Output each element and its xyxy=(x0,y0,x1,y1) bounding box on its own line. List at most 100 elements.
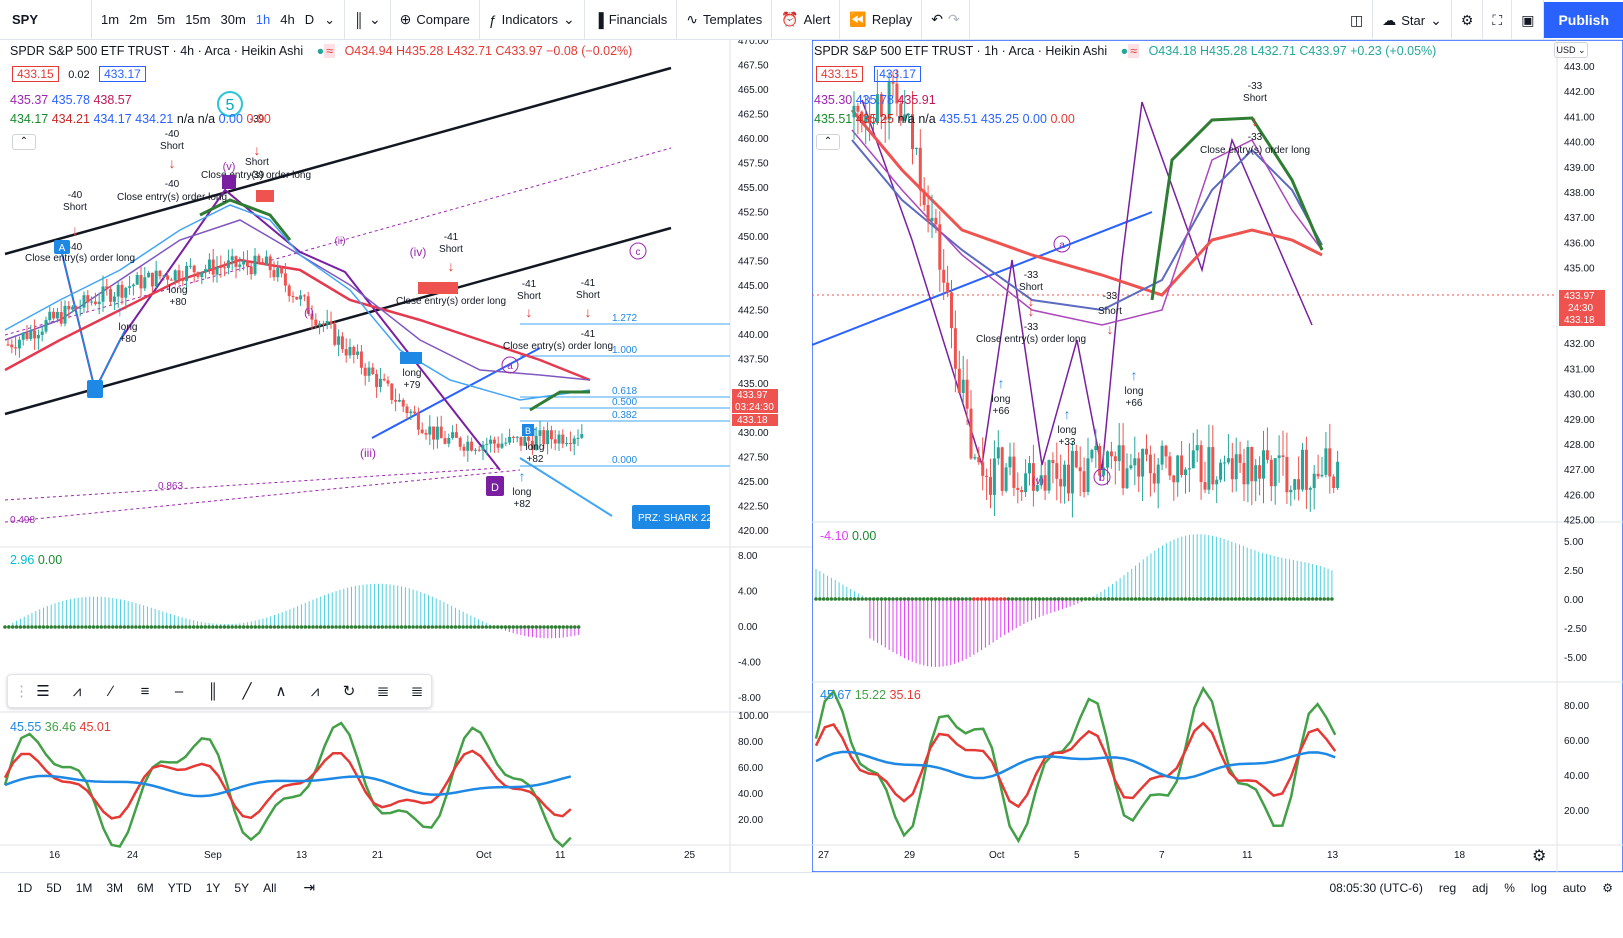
undo-icon[interactable]: ↶ xyxy=(931,11,944,27)
layout-button[interactable]: ◫ xyxy=(1341,0,1374,40)
annotation-label: +66 xyxy=(993,406,1010,417)
ask-box[interactable]: 433.17 xyxy=(99,66,146,82)
interval-D[interactable]: D xyxy=(304,12,315,27)
zero-dot xyxy=(137,625,142,629)
ask-box[interactable]: 433.17 xyxy=(874,66,921,82)
candle-body xyxy=(428,426,432,435)
candle-body xyxy=(36,334,40,339)
currency-select[interactable]: USD ⌄ xyxy=(1554,42,1588,58)
interval-4h[interactable]: 4h xyxy=(280,12,295,27)
wave-circle xyxy=(217,91,243,117)
settings-icon[interactable]: ⚙ xyxy=(1602,880,1613,895)
symbol-search[interactable]: SPY xyxy=(0,0,92,39)
zero-dot xyxy=(318,625,323,629)
star-button[interactable]: ☁ Star ⌄ xyxy=(1373,0,1452,40)
bid-box[interactable]: 433.15 xyxy=(12,66,59,82)
replay-button[interactable]: ⏪ Replay xyxy=(840,0,923,39)
prz-box xyxy=(632,505,710,529)
candle-body xyxy=(950,292,953,329)
horizontal-ray-icon[interactable]: ‒ xyxy=(174,682,184,700)
session-toggle[interactable]: reg xyxy=(1438,880,1457,895)
interval-1h[interactable]: 1h xyxy=(255,12,271,27)
horizontal-lines-icon[interactable]: ☰ xyxy=(36,683,50,700)
candle-body xyxy=(553,439,557,444)
spiral-icon[interactable]: ↻ xyxy=(342,683,356,700)
right-chart-canvas[interactable]: 443.00 442.00 441.00 440.00 439.00 438.00 437.… xyxy=(812,40,1623,872)
zero-dot xyxy=(60,625,65,629)
left-chart-canvas[interactable]: 470.00 467.50 465.00 462.50 460.00 457.50 455.… xyxy=(0,40,812,872)
signal-box xyxy=(256,190,274,202)
zero-dot xyxy=(234,625,238,629)
drag-handle-icon[interactable]: ⋮ xyxy=(14,683,29,700)
alert-button[interactable]: ⏰ Alert xyxy=(772,0,841,39)
percent-toggle[interactable]: % xyxy=(1504,880,1515,895)
log-toggle[interactable]: log xyxy=(1530,880,1547,895)
chart-type-button[interactable]: ║ ⌄ xyxy=(345,0,391,39)
candle-body xyxy=(192,265,196,273)
price-tick: 438.00 xyxy=(1564,188,1595,199)
fib-ext-icon[interactable]: ≣ xyxy=(410,683,424,700)
xabcd-icon[interactable]: ⩘ xyxy=(310,682,320,700)
candle-body xyxy=(33,330,37,339)
goto-date-icon[interactable]: ⇥ xyxy=(303,879,316,895)
candle-body xyxy=(496,443,500,448)
pattern-icon[interactable]: ⩘ xyxy=(72,682,82,700)
interval-5m[interactable]: 5m xyxy=(157,12,176,27)
projection-line xyxy=(519,457,613,517)
candle-body xyxy=(173,270,177,281)
left-chart-pane[interactable]: 470.00 467.50 465.00 462.50 460.00 457.50 455.… xyxy=(0,40,812,872)
trend-line-icon[interactable]: ∕ xyxy=(109,682,113,700)
zero-dot xyxy=(573,625,577,629)
interval-2m[interactable]: 2m xyxy=(129,12,148,27)
interval-30m[interactable]: 30m xyxy=(220,12,246,27)
settings-button[interactable]: ⚙ xyxy=(1452,0,1484,40)
zero-dot xyxy=(1018,597,1022,601)
candle-body xyxy=(1000,447,1004,491)
clock-label[interactable]: 08:05:30 (UTC-6) xyxy=(1329,880,1423,895)
collapse-legend-button[interactable]: ⌃ xyxy=(12,134,36,150)
adj-toggle[interactable]: adj xyxy=(1472,880,1489,895)
range-5d[interactable]: 5D xyxy=(46,880,62,895)
candle-body xyxy=(207,259,211,270)
channel-icon[interactable]: ≡ xyxy=(140,682,150,700)
annotation-label: +80 xyxy=(170,297,187,308)
range-5y[interactable]: 5Y xyxy=(234,880,250,895)
line-icon[interactable]: ╱ xyxy=(242,683,252,700)
annotation-label: -33 xyxy=(1103,291,1118,302)
interval-15m[interactable]: 15m xyxy=(185,12,211,27)
redo-icon[interactable]: ↷ xyxy=(948,11,960,27)
time-tick: 11 xyxy=(1242,850,1253,861)
zero-dot xyxy=(891,597,895,601)
candle-body xyxy=(401,399,405,407)
collapse-legend-button[interactable]: ⌃ xyxy=(816,134,840,150)
range-3m[interactable]: 3M xyxy=(106,880,124,895)
templates-button[interactable]: ∿ Templates xyxy=(677,0,773,39)
candle-body xyxy=(515,436,519,438)
zero-dot xyxy=(519,625,523,629)
annotation-label: -33 xyxy=(1024,322,1039,333)
bid-box[interactable]: 433.15 xyxy=(816,66,863,82)
fib-icon[interactable]: ≣ xyxy=(376,683,390,700)
compare-button[interactable]: ⊕ Compare xyxy=(391,0,480,39)
zero-dot xyxy=(1099,597,1103,601)
interval-1m[interactable]: 1m xyxy=(101,12,120,27)
range-1m[interactable]: 1M xyxy=(75,880,93,895)
zero-dot xyxy=(1079,597,1084,601)
chevron-down-icon[interactable]: ⌄ xyxy=(324,11,336,27)
zero-dot xyxy=(879,597,884,601)
range-1d[interactable]: 1D xyxy=(17,880,33,895)
fullscreen-button[interactable]: ⛶ xyxy=(1483,0,1513,40)
elliott-wave-icon[interactable]: ∧ xyxy=(275,683,287,700)
financials-button[interactable]: ▐ Financials xyxy=(585,0,678,39)
range-all[interactable]: All xyxy=(263,880,277,895)
indicators-button[interactable]: ƒ Indicators ⌄ xyxy=(480,0,585,39)
snapshot-button[interactable]: ▣ xyxy=(1512,0,1545,40)
range-6m[interactable]: 6M xyxy=(137,880,154,895)
auto-toggle[interactable]: auto xyxy=(1562,880,1587,895)
vertical-bars-icon[interactable]: ║ xyxy=(207,682,219,700)
range-1y[interactable]: 1Y xyxy=(205,880,221,895)
right-chart-pane[interactable]: 443.00 442.00 441.00 440.00 439.00 438.00 437.… xyxy=(812,40,1623,872)
publish-button[interactable]: Publish xyxy=(1544,2,1623,38)
range-ytd[interactable]: YTD xyxy=(167,880,192,895)
gear-icon[interactable]: ⚙ xyxy=(1532,848,1547,865)
